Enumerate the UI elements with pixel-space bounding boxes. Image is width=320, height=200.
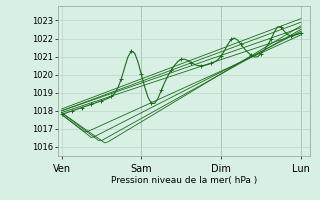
X-axis label: Pression niveau de la mer( hPa ): Pression niveau de la mer( hPa ) bbox=[111, 176, 257, 185]
